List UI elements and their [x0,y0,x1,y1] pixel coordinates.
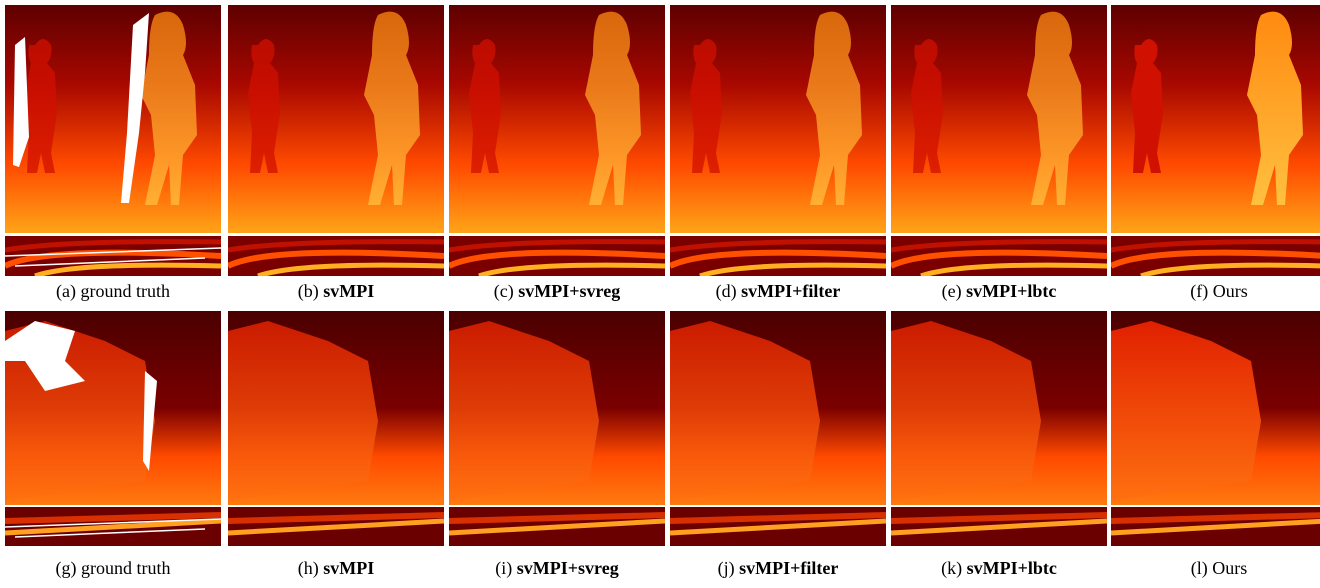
depth-strip [228,236,444,276]
caption-text: svMPI+lbtc [966,281,1056,301]
depth-strip [5,507,221,546]
figure: (a) ground truth (b) svMPI (c) svMPI+svreg… [0,0,1320,588]
caption-text: Ours [1213,281,1248,301]
caption: (l) Ours [1191,558,1248,579]
caption: (f) Ours [1190,281,1247,302]
caption-label: (b) [298,281,319,302]
depth-strip [670,236,886,276]
depth-strip [449,236,665,276]
caption-label: (f) [1190,281,1208,302]
depth-image [891,5,1107,233]
caption-text: ground truth [81,558,171,578]
caption-text: svMPI+svreg [518,281,620,301]
caption: (g) ground truth [56,558,171,579]
caption: (d) svMPI+filter [716,281,841,302]
caption: (h) svMPI [298,558,375,579]
depth-strip [5,236,221,276]
caption: (i) svMPI+svreg [495,558,618,579]
caption-label: (a) [56,281,76,302]
depth-image [1111,311,1320,505]
caption: (b) svMPI [298,281,375,302]
caption-label: (e) [942,281,962,302]
caption-label: (k) [941,558,962,579]
caption-label: (d) [716,281,737,302]
caption-label: (l) [1191,558,1208,579]
depth-image [5,311,221,505]
caption-text: svMPI+svreg [517,558,619,578]
depth-image [891,311,1107,505]
caption: (k) svMPI+lbtc [941,558,1057,579]
depth-strip [449,507,665,546]
caption-text: svMPI [323,281,374,301]
caption: (j) svMPI+filter [718,558,839,579]
depth-strip [1111,236,1320,276]
depth-strip [670,507,886,546]
caption: (a) ground truth [56,281,170,302]
caption-label: (c) [494,281,514,302]
depth-image [670,311,886,505]
caption-text: svMPI+filter [739,558,838,578]
caption-label: (j) [718,558,735,579]
caption-text: svMPI [323,558,374,578]
depth-strip [228,507,444,546]
caption-text: Ours [1212,558,1247,578]
caption: (e) svMPI+lbtc [942,281,1057,302]
depth-image [228,5,444,233]
depth-strip [891,236,1107,276]
caption: (c) svMPI+svreg [494,281,620,302]
caption-text: svMPI+filter [741,281,840,301]
depth-image [5,5,221,233]
depth-image [449,311,665,505]
caption-text: ground truth [80,281,170,301]
depth-image [670,5,886,233]
caption-label: (h) [298,558,319,579]
caption-label: (i) [495,558,512,579]
caption-label: (g) [56,558,77,579]
depth-image [449,5,665,233]
caption-text: svMPI+lbtc [967,558,1057,578]
depth-image [1111,5,1320,233]
depth-strip [1111,507,1320,546]
depth-image [228,311,444,505]
depth-strip [891,507,1107,546]
